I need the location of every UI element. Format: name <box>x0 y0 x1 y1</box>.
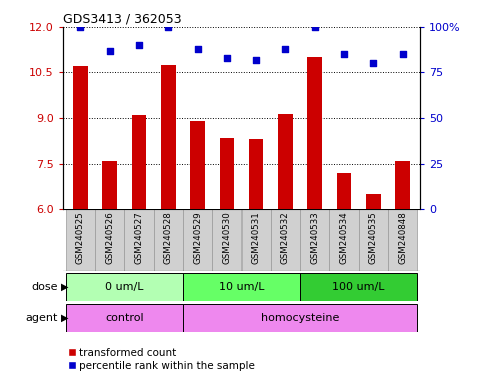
Bar <box>154 209 183 271</box>
Bar <box>212 209 242 271</box>
Bar <box>300 273 417 301</box>
Bar <box>307 57 322 209</box>
Bar <box>66 209 95 271</box>
Point <box>76 24 84 30</box>
Bar <box>271 209 300 271</box>
Bar <box>66 273 183 301</box>
Point <box>164 24 172 30</box>
Text: GSM240531: GSM240531 <box>252 211 261 264</box>
Bar <box>102 161 117 209</box>
Bar <box>220 138 234 209</box>
Bar <box>249 139 263 209</box>
Text: 100 um/L: 100 um/L <box>332 282 385 292</box>
Text: GSM240525: GSM240525 <box>76 211 85 264</box>
Text: ▶: ▶ <box>61 282 69 292</box>
Text: GSM240526: GSM240526 <box>105 211 114 264</box>
Text: control: control <box>105 313 143 323</box>
Bar <box>183 304 417 331</box>
Point <box>282 46 289 52</box>
Bar <box>329 209 359 271</box>
Text: GSM240527: GSM240527 <box>134 211 143 264</box>
Bar <box>337 173 351 209</box>
Bar <box>366 194 381 209</box>
Text: 10 um/L: 10 um/L <box>219 282 264 292</box>
Text: 0 um/L: 0 um/L <box>105 282 143 292</box>
Bar <box>132 115 146 209</box>
Text: GSM240530: GSM240530 <box>222 211 231 264</box>
Bar <box>300 209 329 271</box>
Point <box>252 56 260 63</box>
Text: dose: dose <box>31 282 58 292</box>
Bar <box>183 273 300 301</box>
Text: ▶: ▶ <box>61 313 69 323</box>
Point <box>135 42 143 48</box>
Text: GSM240532: GSM240532 <box>281 211 290 264</box>
Text: GSM240533: GSM240533 <box>310 211 319 264</box>
Text: GSM240528: GSM240528 <box>164 211 173 264</box>
Text: GSM240529: GSM240529 <box>193 211 202 264</box>
Bar <box>183 209 212 271</box>
Point <box>106 48 114 54</box>
Point <box>340 51 348 57</box>
Text: GSM240535: GSM240535 <box>369 211 378 264</box>
Bar <box>124 209 154 271</box>
Point <box>223 55 231 61</box>
Point <box>311 24 319 30</box>
Text: agent: agent <box>26 313 58 323</box>
Text: homocysteine: homocysteine <box>261 313 339 323</box>
Bar <box>242 209 271 271</box>
Bar <box>95 209 124 271</box>
Bar <box>359 209 388 271</box>
Text: GSM240534: GSM240534 <box>340 211 349 264</box>
Point <box>399 51 407 57</box>
Bar <box>395 161 410 209</box>
Point <box>194 46 201 52</box>
Bar <box>278 114 293 209</box>
Bar <box>190 121 205 209</box>
Bar <box>73 66 88 209</box>
Bar <box>161 65 176 209</box>
Point <box>369 60 377 66</box>
Bar <box>388 209 417 271</box>
Text: GDS3413 / 362053: GDS3413 / 362053 <box>63 13 182 26</box>
Bar <box>66 304 183 331</box>
Text: GSM240848: GSM240848 <box>398 211 407 264</box>
Legend: transformed count, percentile rank within the sample: transformed count, percentile rank withi… <box>68 348 256 371</box>
